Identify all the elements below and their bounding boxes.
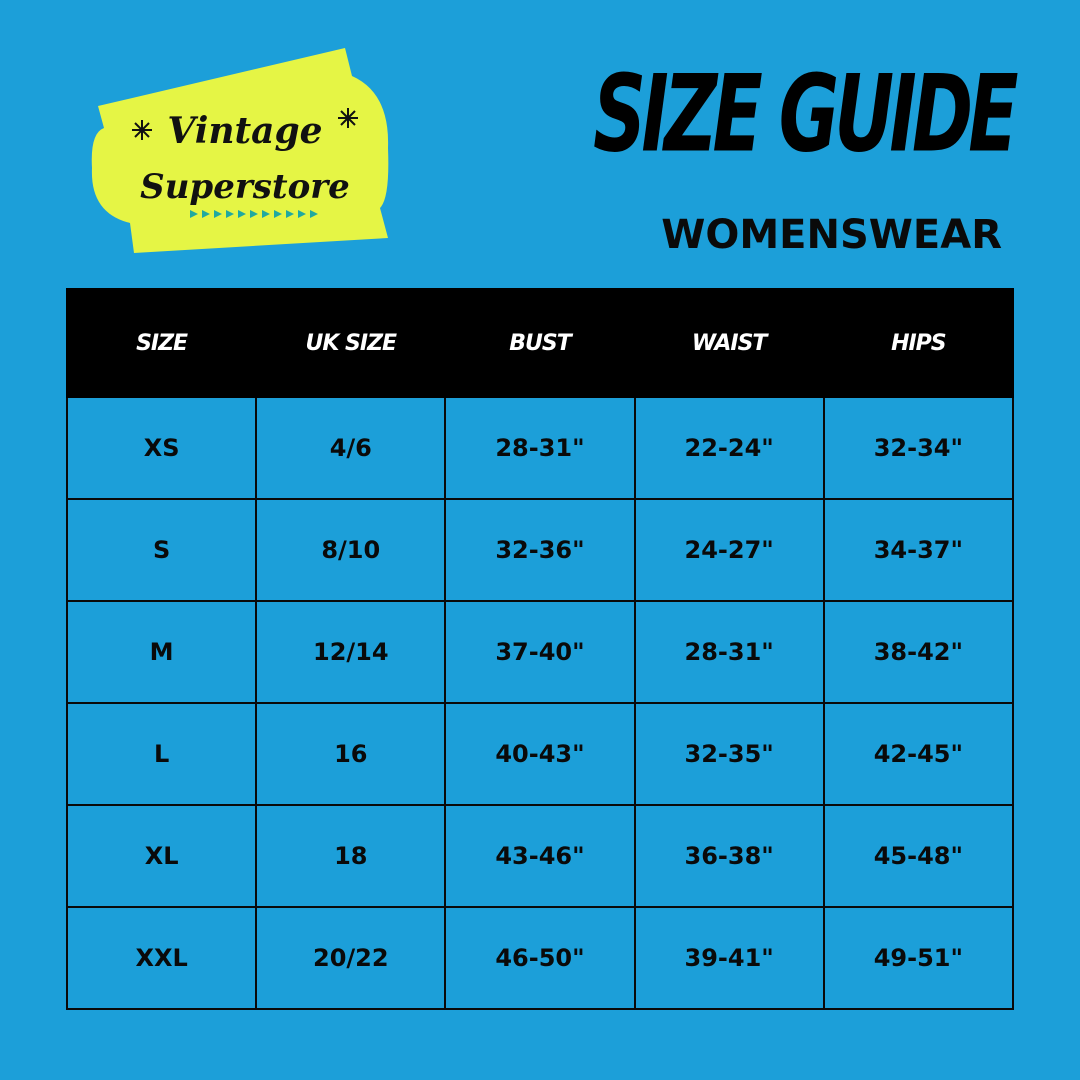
cell-bust: 43-46": [444, 804, 636, 908]
table-row: XXL 20/22 46-50" 39-41" 49-51": [65, 906, 1015, 1010]
cell-hips: 32-34": [822, 396, 1015, 500]
cell-waist: 39-41": [633, 906, 825, 1010]
cell-uk-size: 4/6: [255, 396, 447, 500]
vintage-superstore-logo: Vintage Superstore: [90, 48, 400, 253]
column-header-uk-size: UK SIZE: [255, 288, 447, 398]
cell-bust: 28-31": [444, 396, 636, 500]
cell-hips: 34-37": [822, 498, 1015, 602]
cell-size: XXL: [65, 906, 258, 1010]
table-header-row: SIZE UK SIZE BUST WAIST HIPS: [65, 288, 1015, 398]
table-row: S 8/10 32-36" 24-27" 34-37": [65, 498, 1015, 602]
cell-hips: 49-51": [822, 906, 1015, 1010]
triangle-row-decoration: [190, 210, 318, 218]
cell-bust: 46-50": [444, 906, 636, 1010]
cell-uk-size: 18: [255, 804, 447, 908]
cell-bust: 37-40": [444, 600, 636, 704]
cell-hips: 42-45": [822, 702, 1015, 806]
cell-waist: 22-24": [633, 396, 825, 500]
column-header-waist: WAIST: [633, 288, 825, 398]
column-header-bust: BUST: [444, 288, 636, 398]
cell-uk-size: 8/10: [255, 498, 447, 602]
logo-text-superstore: Superstore: [140, 167, 350, 207]
cell-hips: 38-42": [822, 600, 1015, 704]
table-row: XL 18 43-46" 36-38" 45-48": [65, 804, 1015, 908]
cell-size: XL: [65, 804, 258, 908]
table-row: L 16 40-43" 32-35" 42-45": [65, 702, 1015, 806]
cell-uk-size: 20/22: [255, 906, 447, 1010]
cell-uk-size: 16: [255, 702, 447, 806]
sparkle-icon: [132, 108, 358, 140]
cell-bust: 40-43": [444, 702, 636, 806]
cell-size: M: [65, 600, 258, 704]
cell-size: S: [65, 498, 258, 602]
cell-size: L: [65, 702, 258, 806]
cell-hips: 45-48": [822, 804, 1015, 908]
cell-waist: 32-35": [633, 702, 825, 806]
column-header-hips: HIPS: [822, 288, 1015, 398]
column-header-size: SIZE: [65, 288, 258, 398]
cell-size: XS: [65, 396, 258, 500]
size-table: SIZE UK SIZE BUST WAIST HIPS XS 4/6 28-31"…: [65, 288, 1015, 1010]
page-subtitle: WOMENSWEAR: [661, 212, 1002, 258]
page-title: SIZE GUIDE: [593, 52, 1018, 176]
table-row: M 12/14 37-40" 28-31" 38-42": [65, 600, 1015, 704]
cell-waist: 28-31": [633, 600, 825, 704]
cell-waist: 36-38": [633, 804, 825, 908]
logo-text-vintage: Vintage: [167, 110, 322, 152]
cell-waist: 24-27": [633, 498, 825, 602]
table-row: XS 4/6 28-31" 22-24" 32-34": [65, 396, 1015, 500]
cell-uk-size: 12/14: [255, 600, 447, 704]
cell-bust: 32-36": [444, 498, 636, 602]
